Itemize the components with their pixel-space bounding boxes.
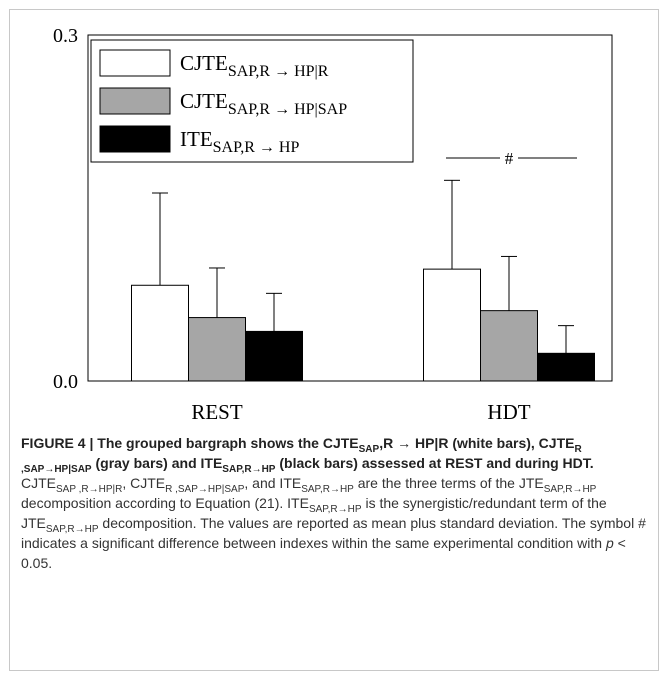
- legend-label: CJTESAP,R → HP|R: [180, 51, 329, 80]
- legend-label-main: ITE: [180, 127, 213, 151]
- caption-text: SAP ,R→HP|R: [56, 483, 123, 495]
- caption-text: SAP,R→HP: [301, 483, 354, 495]
- legend-label: CJTESAP,R → HP|SAP: [180, 89, 347, 118]
- legend-label-sub: SAP,R → HP|SAP: [228, 101, 347, 118]
- legend-label-sub: SAP,R → HP|R: [228, 63, 329, 80]
- bar: [423, 268, 481, 382]
- caption-text: < 0.05.: [21, 535, 626, 571]
- caption-text: CJTE: [21, 475, 56, 491]
- y-tick-label: 0.0: [53, 371, 78, 393]
- caption-text: SAP,R→HP: [543, 483, 597, 495]
- x-tick-label: REST: [191, 400, 243, 424]
- caption-text: FIGURE 4 | The grouped bargraph shows th…: [21, 435, 359, 451]
- caption-text: p: [605, 535, 614, 551]
- plot-frame: [87, 34, 613, 382]
- bar: [131, 284, 189, 382]
- caption-text: SAP,R→HP: [45, 523, 99, 535]
- caption-text: R ,SAP→HP|SAP: [165, 483, 245, 495]
- caption-text: , CJTE: [122, 475, 166, 491]
- caption-text: ,R → HP|R (white bars), CJTE: [379, 435, 575, 451]
- bar: [480, 310, 538, 382]
- caption-text: decomposition according to Equation (21)…: [21, 495, 309, 511]
- figure-frame: [9, 9, 659, 671]
- legend-label-sub: SAP,R → HP: [213, 139, 300, 156]
- legend-label-main: CJTE: [180, 89, 228, 113]
- caption-text: SAP,R→HP: [222, 463, 276, 475]
- caption-text: is the synergistic/redundant term of the…: [21, 495, 607, 531]
- legend-label-main: CJTE: [180, 51, 228, 75]
- caption-text: decomposition. The values are reported a…: [21, 515, 646, 551]
- caption-text: (gray bars) and ITE: [91, 455, 223, 471]
- caption-text: are the three terms of the JTE: [353, 475, 544, 491]
- bar: [537, 352, 595, 382]
- caption: FIGURE 4 | The grouped bargraph shows th…: [21, 433, 651, 573]
- legend-swatch: [99, 87, 171, 115]
- legend-swatch: [99, 125, 171, 153]
- bar: [188, 317, 246, 382]
- caption-text: R ,SAP→HP|SAP: [21, 443, 582, 475]
- caption-text: , and ITE: [244, 475, 302, 491]
- x-tick-label: HDT: [487, 400, 530, 424]
- caption-text: SAP: [358, 443, 380, 455]
- significance-mark: #: [505, 149, 514, 168]
- caption-text: (black bars) assessed at REST and during…: [275, 455, 594, 471]
- legend-label: ITESAP,R → HP: [180, 127, 299, 156]
- caption-text: SAP,R→HP: [308, 503, 362, 515]
- y-tick-label: 0.3: [53, 25, 78, 47]
- legend-swatch: [99, 49, 171, 77]
- bar: [245, 330, 303, 382]
